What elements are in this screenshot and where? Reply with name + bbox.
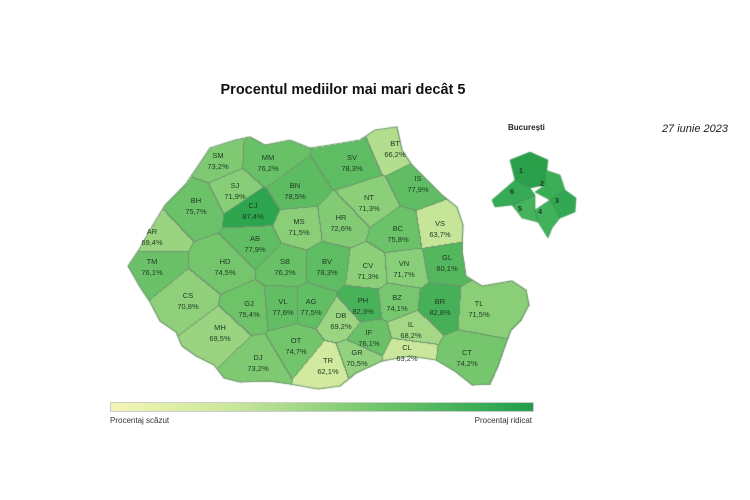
county-value-bh: 75,7% <box>185 207 207 216</box>
county-value-sj: 71,9% <box>224 192 246 201</box>
legend-low-label: Procentaj scăzut <box>110 416 170 425</box>
county-value-nt: 71,3% <box>358 204 380 213</box>
county-code-bv: BV <box>322 257 332 266</box>
inset-title: București <box>508 123 545 132</box>
county-code-sb: SB <box>280 257 290 266</box>
county-code-br: BR <box>435 297 446 306</box>
county-value-bz: 74,1% <box>386 304 408 313</box>
county-value-tm: 76,1% <box>141 268 163 277</box>
county-value-if: 76,1% <box>358 339 380 348</box>
county-code-vn: VN <box>399 259 409 268</box>
county-value-is: 77,9% <box>407 185 429 194</box>
county-code-ab: AB <box>250 234 260 243</box>
county-code-tr: TR <box>323 356 334 365</box>
county-code-sj: SJ <box>231 181 240 190</box>
county-value-il: 68,2% <box>400 331 422 340</box>
sector-label-4: 4 <box>538 207 543 216</box>
county-value-bn: 78,5% <box>284 192 306 201</box>
county-code-cv: CV <box>363 261 373 270</box>
county-value-mh: 69,5% <box>209 334 231 343</box>
county-value-cl: 63,2% <box>396 354 418 363</box>
county-code-cs: CS <box>183 291 193 300</box>
county-code-ag: AG <box>306 297 317 306</box>
county-value-ag: 77,5% <box>300 308 322 317</box>
county-code-ot: OT <box>291 336 302 345</box>
county-value-gr: 70,5% <box>346 359 368 368</box>
county-code-ct: CT <box>462 348 472 357</box>
county-value-sb: 76,2% <box>274 268 296 277</box>
county-code-mm: MM <box>262 153 275 162</box>
county-value-ct: 74,2% <box>456 359 478 368</box>
county-value-tl: 71,5% <box>468 310 490 319</box>
county-value-ms: 71,5% <box>288 228 310 237</box>
county-code-hd: HD <box>220 257 231 266</box>
county-value-vs: 63,7% <box>429 230 451 239</box>
county-code-bt: BT <box>390 139 400 148</box>
county-value-vn: 71,7% <box>393 270 415 279</box>
county-value-sm: 73,2% <box>207 162 229 171</box>
county-value-bv: 78,3% <box>316 268 338 277</box>
county-value-cj: 87,4% <box>242 212 264 221</box>
sector-label-1: 1 <box>519 166 523 175</box>
county-value-ab: 77,9% <box>244 245 266 254</box>
county-code-cj: CJ <box>248 201 257 210</box>
county-value-vl: 77,6% <box>272 308 294 317</box>
county-code-sm: SM <box>212 151 223 160</box>
county-value-hr: 72,6% <box>330 224 352 233</box>
sector-label-6: 6 <box>510 187 514 196</box>
county-value-ph: 82,3% <box>352 307 374 316</box>
sector-label-2: 2 <box>540 179 544 188</box>
county-code-vs: VS <box>435 219 445 228</box>
county-value-br: 82,8% <box>429 308 451 317</box>
county-value-bt: 66,2% <box>384 150 406 159</box>
county-value-cs: 70,8% <box>177 302 199 311</box>
county-value-bc: 75,8% <box>387 235 409 244</box>
county-code-vl: VL <box>278 297 287 306</box>
county-value-cv: 71,3% <box>357 272 379 281</box>
county-code-bh: BH <box>191 196 201 205</box>
county-value-hd: 74,5% <box>214 268 236 277</box>
county-code-bc: BC <box>393 224 404 233</box>
county-value-sv: 78,3% <box>341 164 363 173</box>
legend-gradient-bar <box>110 402 534 412</box>
county-value-gl: 80,1% <box>436 264 458 273</box>
county-code-tl: TL <box>475 299 484 308</box>
county-code-ph: PH <box>358 296 368 305</box>
county-value-ar: 69,4% <box>141 238 163 247</box>
date-label: 27 iunie 2023 <box>661 123 728 135</box>
legend-high-label: Procentaj ridicat <box>474 416 532 425</box>
county-code-mh: MH <box>214 323 226 332</box>
county-code-sv: SV <box>347 153 357 162</box>
county-code-nt: NT <box>364 193 374 202</box>
county-code-il: IL <box>408 320 414 329</box>
county-value-gj: 75,4% <box>238 310 260 319</box>
county-code-bn: BN <box>290 181 300 190</box>
county-value-ot: 74,7% <box>285 347 307 356</box>
sector-label-5: 5 <box>518 204 522 213</box>
county-code-dj: DJ <box>253 353 262 362</box>
county-code-bz: BZ <box>392 293 402 302</box>
county-code-gl: GL <box>442 253 452 262</box>
county-code-is: IS <box>414 174 421 183</box>
county-code-db: DB <box>336 311 346 320</box>
county-value-mm: 76,2% <box>257 164 279 173</box>
county-value-dj: 73,2% <box>247 364 269 373</box>
county-code-gr: GR <box>351 348 363 357</box>
sector-label-3: 3 <box>555 196 559 205</box>
county-code-cl: CL <box>402 343 412 352</box>
county-code-ms: MS <box>293 217 304 226</box>
county-value-tr: 62,1% <box>317 367 339 376</box>
county-value-db: 69,2% <box>330 322 352 331</box>
county-code-if: IF <box>366 328 373 337</box>
county-code-hr: HR <box>336 213 347 222</box>
county-code-tm: TM <box>147 257 158 266</box>
map-title: Procentul mediilor mai mari decât 5 <box>220 82 466 98</box>
county-code-ar: AR <box>147 227 158 236</box>
county-code-gj: GJ <box>244 299 254 308</box>
